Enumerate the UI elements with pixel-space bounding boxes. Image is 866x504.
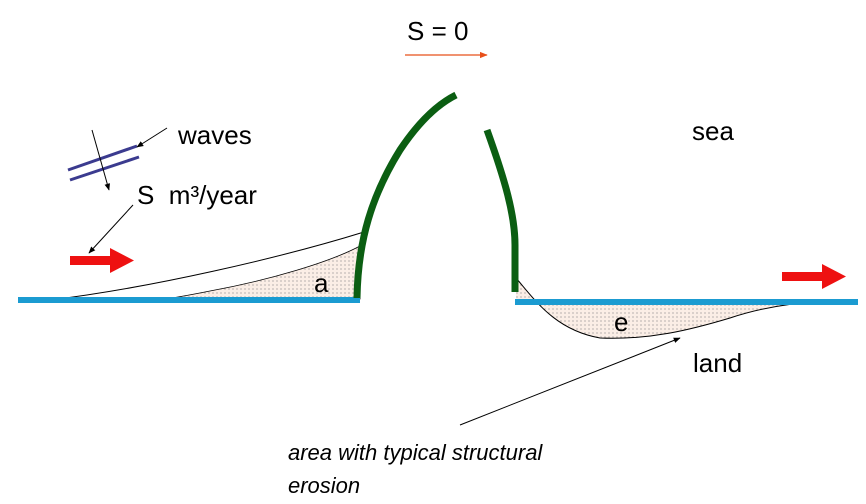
note-line-1: area with typical structural [288, 440, 543, 465]
note-line-2: erosion [288, 473, 360, 498]
wave-direction-arrow-icon [91, 129, 110, 191]
groyne-right [483, 128, 519, 292]
eroded-shoreline-right [515, 277, 823, 339]
land-label: land [693, 348, 742, 378]
transport-rate-label: S m³/year [137, 180, 257, 210]
erosion-area [516, 278, 820, 339]
s-zero-label: S = 0 [407, 16, 468, 46]
erosion-label: e [614, 307, 628, 337]
transport-arrow-left-icon [70, 248, 134, 273]
waves-label: waves [177, 120, 252, 150]
accretion-label: a [314, 268, 329, 298]
original-shoreline-left [49, 231, 365, 301]
wave-crest-icon [69, 155, 140, 182]
waves-pointer-arrow-icon [136, 127, 168, 148]
sea-label: sea [692, 116, 734, 146]
groyne-left [353, 91, 458, 299]
wave-crest-icon [67, 144, 138, 172]
transport-arrow-right-icon [782, 264, 846, 289]
transport-pointer-arrow-icon [88, 204, 134, 254]
note-pointer-arrow-icon [459, 337, 681, 426]
